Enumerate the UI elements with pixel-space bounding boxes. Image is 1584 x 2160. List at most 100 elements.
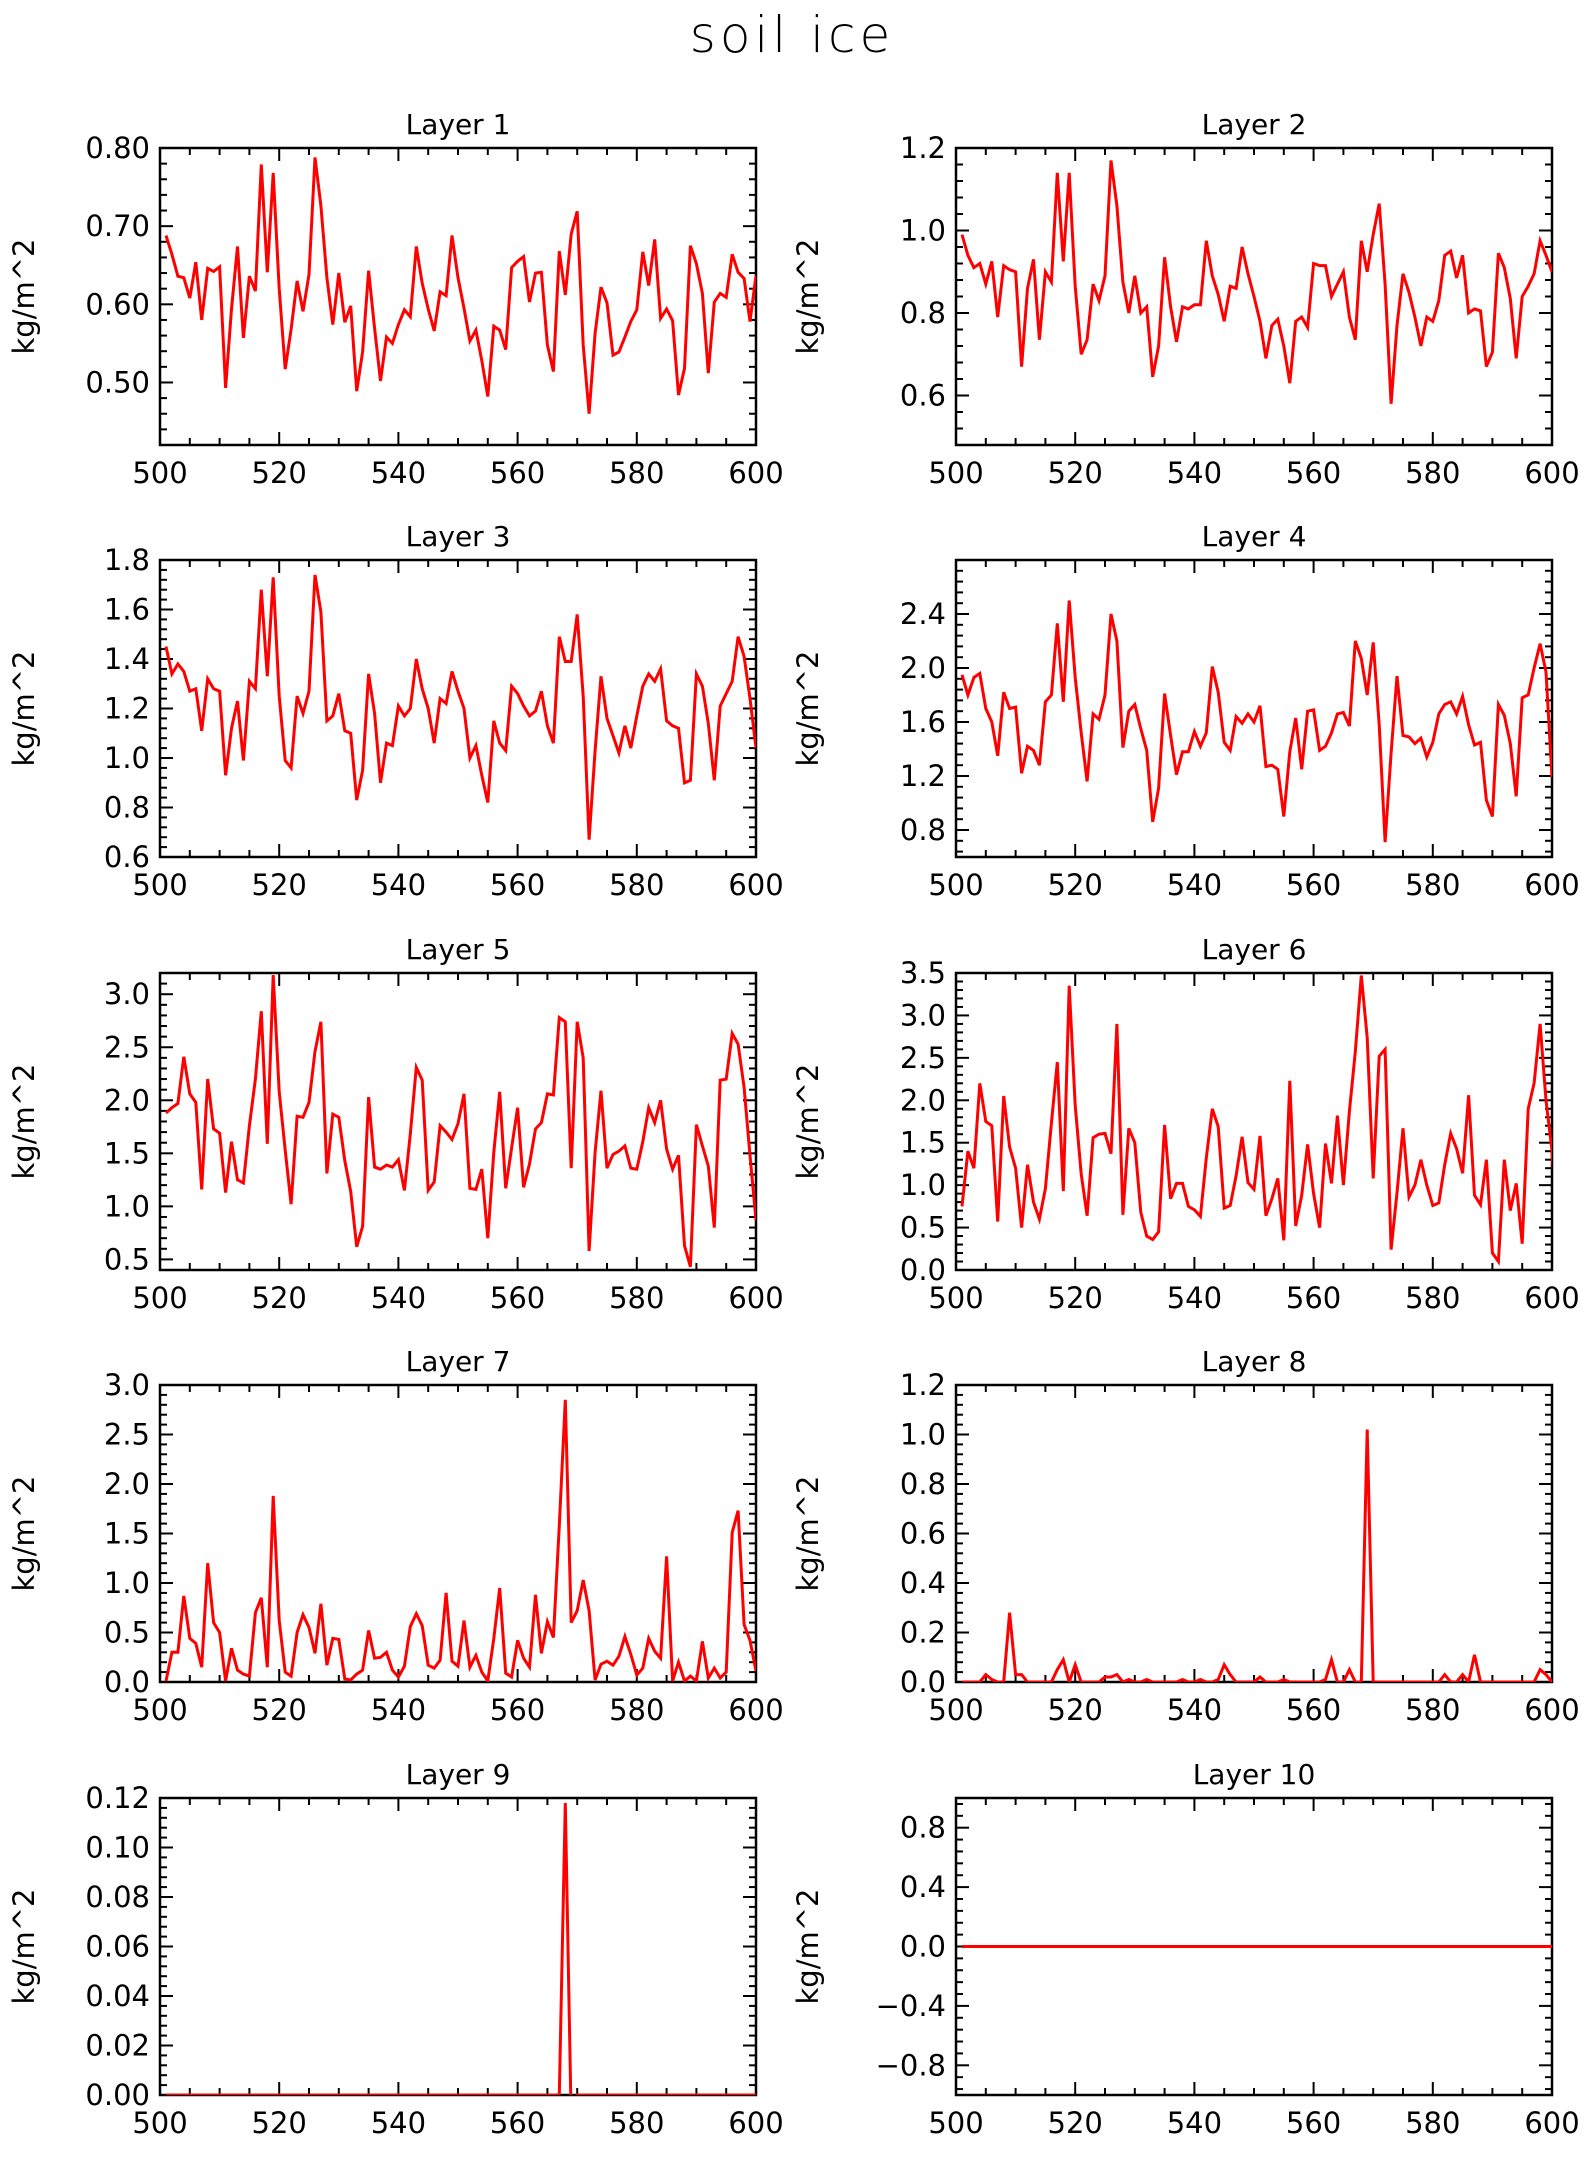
- figure-title: soil ice: [690, 6, 894, 64]
- y-axis-label: kg/m^2: [791, 1064, 825, 1180]
- x-tick-label: 540: [1167, 2106, 1222, 2140]
- y-tick-label: 0.06: [85, 1930, 150, 1964]
- y-tick-label: 0.8: [104, 791, 150, 825]
- x-tick-label: 540: [1167, 456, 1222, 490]
- series-line: [164, 157, 756, 414]
- y-tick-label: 0.08: [85, 1880, 150, 1914]
- series-line: [164, 574, 756, 840]
- x-tick-label: 520: [1048, 1693, 1103, 1727]
- x-tick-label: 500: [132, 1693, 187, 1727]
- y-tick-label: 1.2: [900, 131, 946, 165]
- y-tick-label: 0.0: [900, 1253, 946, 1287]
- panel-title: Layer 3: [406, 520, 511, 553]
- y-tick-label: 0.0: [900, 1665, 946, 1699]
- y-tick-label: 0.00: [85, 2078, 150, 2112]
- panel-title: Layer 2: [1202, 108, 1307, 141]
- y-tick-label: 0.60: [85, 287, 150, 321]
- y-tick-label: 2.5: [104, 1030, 150, 1064]
- x-tick-label: 540: [1167, 1693, 1222, 1727]
- x-tick-label: 520: [252, 2106, 307, 2140]
- plot-frame: [158, 146, 758, 447]
- x-tick-label: 560: [490, 1693, 545, 1727]
- x-tick-label: 560: [1286, 2106, 1341, 2140]
- panel-layer-9: Layer 9 500 520 540 560 580 600 0.00 0.02 0.04 0.0…: [7, 1758, 784, 2140]
- y-tick-label: 0.10: [85, 1831, 150, 1865]
- y-tick-label: 1.4: [104, 642, 150, 676]
- panel-title: Layer 4: [1202, 520, 1307, 553]
- y-axis-label: kg/m^2: [791, 1889, 825, 2005]
- y-tick-label: 0.8: [900, 296, 946, 330]
- x-tick-label: 540: [1167, 1281, 1222, 1315]
- panel-layer-5: Layer 5 500 520 540 560 580 600 0.5 1.0 1.5 2.0 2.5…: [7, 933, 784, 1315]
- y-tick-label: 2.5: [104, 1418, 150, 1452]
- x-tick-label: 520: [252, 1693, 307, 1727]
- plot-frame: [158, 1383, 758, 1684]
- panel-layer-7: Layer 7 500 520 540 560 580 600 0.0 0.5 1.0 1.5 2.0…: [7, 1345, 784, 1727]
- panel-layer-3: Layer 3 500 520 540 560 580 600 0.6 0.8 1.0 1.2 1.4…: [7, 520, 784, 902]
- x-tick-label: 500: [928, 868, 983, 902]
- panel-layer-1: Layer 1 500 520 540 560 580 600 0.50 0.60 0.70 0.8…: [7, 108, 784, 490]
- panel-title: Layer 7: [406, 1345, 511, 1378]
- y-tick-label: 0.2: [900, 1616, 946, 1650]
- x-tick-label: 520: [1048, 456, 1103, 490]
- y-tick-label: 0.6: [104, 840, 150, 874]
- x-tick-label: 500: [928, 2106, 983, 2140]
- panel-layer-8: Layer 8 500 520 540 560 580 600 0.0 0.2 0.4 0.6 0.8…: [791, 1345, 1580, 1727]
- y-axis-label: kg/m^2: [791, 239, 825, 355]
- y-tick-label: 0.04: [85, 1979, 150, 2013]
- y-axis-label: kg/m^2: [7, 651, 41, 767]
- y-tick-label: 3.0: [900, 998, 946, 1032]
- x-tick-label: 560: [490, 868, 545, 902]
- y-tick-label: −0.8: [876, 2048, 946, 2082]
- x-tick-label: 560: [1286, 868, 1341, 902]
- y-tick-label: 3.5: [900, 956, 946, 990]
- x-tick-label: 560: [490, 2106, 545, 2140]
- y-tick-label: 0.0: [104, 1665, 150, 1699]
- x-tick-label: 520: [252, 868, 307, 902]
- x-tick-label: 580: [1405, 1281, 1460, 1315]
- series-line: [166, 1802, 756, 2095]
- y-axis-label: kg/m^2: [7, 1889, 41, 2005]
- y-tick-label: −0.4: [876, 1989, 946, 2023]
- x-tick-label: 540: [371, 868, 426, 902]
- x-tick-label: 500: [132, 2106, 187, 2140]
- y-tick-label: 1.0: [104, 741, 150, 775]
- x-tick-label: 500: [928, 1693, 983, 1727]
- y-tick-label: 0.4: [900, 1870, 946, 1904]
- x-tick-label: 580: [609, 456, 664, 490]
- plot-frame: [954, 971, 1554, 1272]
- y-tick-label: 1.6: [900, 705, 946, 739]
- x-tick-label: 560: [1286, 1281, 1341, 1315]
- x-tick-label: 540: [1167, 868, 1222, 902]
- y-axis-label: kg/m^2: [791, 1476, 825, 1592]
- panel-title: Layer 8: [1202, 1345, 1307, 1378]
- panel-title: Layer 9: [406, 1758, 511, 1791]
- y-tick-label: 1.5: [104, 1517, 150, 1551]
- x-tick-label: 580: [1405, 456, 1460, 490]
- x-tick-label: 600: [728, 1281, 783, 1315]
- y-tick-label: 2.0: [900, 651, 946, 685]
- y-tick-label: 1.8: [104, 543, 150, 577]
- y-tick-label: 0.70: [85, 209, 150, 243]
- y-tick-label: 0.8: [900, 813, 946, 847]
- x-tick-label: 580: [1405, 868, 1460, 902]
- y-axis-label: kg/m^2: [7, 1476, 41, 1592]
- y-tick-label: 2.4: [900, 597, 946, 631]
- x-tick-label: 560: [1286, 1693, 1341, 1727]
- panel-layer-6: Layer 6 500 520 540 560 580 600 0.0 0.5 1.0 1.5 2.0…: [791, 933, 1580, 1315]
- series-line: [962, 1429, 1552, 1682]
- x-tick-label: 600: [1524, 456, 1579, 490]
- x-tick-label: 580: [1405, 2106, 1460, 2140]
- y-tick-label: 2.0: [104, 1467, 150, 1501]
- x-tick-label: 520: [1048, 2106, 1103, 2140]
- y-axis-label: kg/m^2: [7, 1064, 41, 1180]
- y-tick-label: 1.0: [104, 1566, 150, 1600]
- y-tick-label: 0.12: [85, 1781, 150, 1815]
- x-tick-label: 600: [728, 868, 783, 902]
- y-tick-label: 1.5: [104, 1136, 150, 1170]
- y-tick-label: 0.6: [900, 1517, 946, 1551]
- y-tick-label: 0.8: [900, 1467, 946, 1501]
- x-tick-label: 520: [1048, 1281, 1103, 1315]
- y-tick-label: 1.2: [900, 1368, 946, 1402]
- y-tick-label: 1.0: [900, 214, 946, 248]
